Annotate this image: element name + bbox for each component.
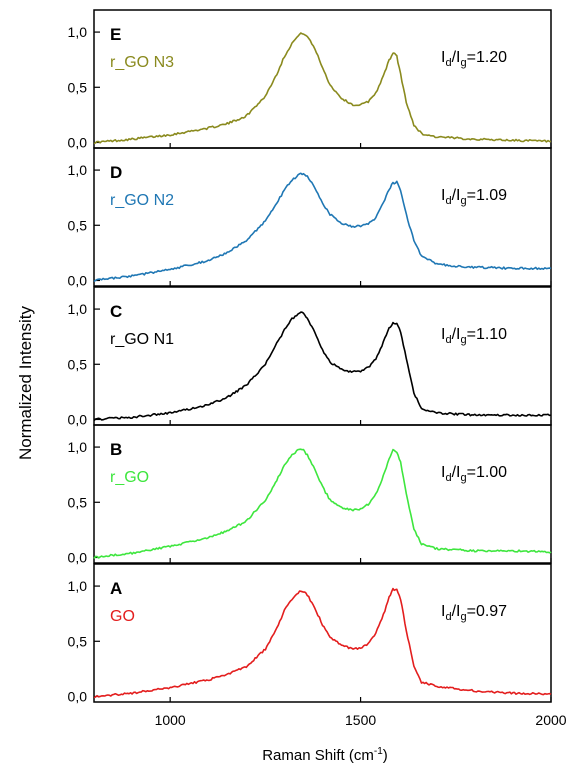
panel-letter: C: [110, 302, 122, 321]
intensity-ratio: Id/Ig=1.09: [441, 187, 507, 207]
y-tick-label: 1,0: [68, 24, 88, 40]
panel-letter: E: [110, 25, 121, 44]
y-tick-label: 0,0: [68, 411, 88, 427]
panel-letter: A: [110, 579, 122, 598]
series-line-c: [93, 311, 552, 422]
x-axis-title-end: ): [383, 747, 388, 764]
series-line-d: [93, 172, 552, 283]
y-tick-label: 1,0: [68, 301, 88, 317]
sample-name: r_GO: [110, 469, 149, 486]
x-tick-label: 1500: [345, 712, 376, 728]
panel-frame: [93, 424, 552, 564]
y-tick-label: 1,0: [68, 439, 88, 455]
panel-letter: D: [110, 163, 122, 182]
intensity-ratio: Id/Ig=1.10: [441, 326, 507, 346]
sample-name: r_GO N1: [110, 331, 174, 348]
panel-b: 0,0 0,5 1,0 Br_GO Id/Ig=1.00: [68, 424, 552, 565]
y-tick-label: 1,0: [68, 162, 88, 178]
x-axis-title-main: Raman Shift (cm: [262, 747, 374, 764]
intensity-ratio: Id/Ig=1.00: [441, 464, 507, 484]
series-line-e: [93, 32, 552, 145]
x-axis: 1000 1500 2000: [155, 712, 567, 728]
y-tick-label: 0,5: [68, 633, 88, 649]
y-tick-label: 0,0: [68, 688, 88, 704]
intensity-ratio: Id/Ig=1.20: [441, 49, 507, 69]
y-tick-label: 0,5: [68, 217, 88, 233]
sample-name: r_GO N3: [110, 54, 174, 71]
sample-name: GO: [110, 608, 135, 625]
y-tick-label: 0,5: [68, 494, 88, 510]
chart-panels: 0,0 0,5 1,0 Er_GO N3 Id/Ig=1.20 0,0 0,5 1,0 Dr_G…: [68, 9, 552, 704]
x-tick-label: 1000: [155, 712, 186, 728]
intensity-ratio: Id/Ig=0.97: [441, 603, 507, 623]
panel-d: 0,0 0,5 1,0 Dr_GO N2 Id/Ig=1.09: [68, 147, 552, 288]
y-tick-label: 0,0: [68, 134, 88, 150]
series-line-b: [93, 448, 552, 559]
y-tick-label: 1,0: [68, 578, 88, 594]
panel-letter: B: [110, 440, 122, 459]
y-axis-title: Normalized Intensity: [16, 306, 35, 461]
y-tick-label: 0,5: [68, 356, 88, 372]
y-tick-label: 0,0: [68, 272, 88, 288]
panel-a: 0,0 0,5 1,0 A GO Id/Ig=0.97: [68, 563, 552, 704]
x-tick-label: 2000: [535, 712, 566, 728]
panel-frame: [93, 563, 552, 703]
x-axis-title: Raman Shift (cm-1): [262, 746, 388, 764]
panel-frame: [93, 147, 552, 287]
y-tick-label: 0,5: [68, 79, 88, 95]
x-axis-title-exponent: -1: [374, 746, 383, 757]
sample-name: r_GO N2: [110, 192, 174, 209]
series-line-a: [93, 587, 552, 699]
y-tick-label: 0,0: [68, 549, 88, 565]
